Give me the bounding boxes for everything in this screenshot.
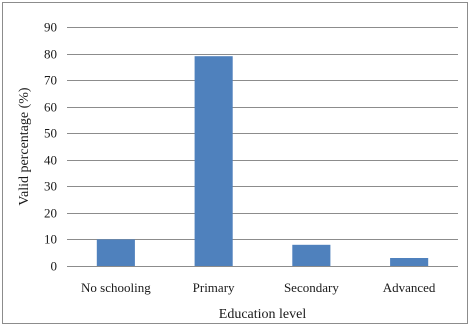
y-tick-label: 0 [51, 259, 58, 274]
y-tick-label: 60 [44, 100, 57, 115]
x-tick-label: Advanced [383, 280, 436, 295]
y-axis-title: Valid percentage (%) [17, 87, 32, 205]
x-tick-label: No schooling [81, 280, 151, 295]
bars [96, 56, 429, 267]
gridlines [67, 27, 458, 267]
y-tick-label: 90 [44, 20, 57, 35]
y-tick-label: 50 [44, 126, 57, 141]
chart-frame [2, 2, 468, 324]
y-tick-label: 70 [44, 73, 57, 88]
y-tick-label: 40 [44, 153, 57, 168]
y-tick-labels: 0 10 20 30 40 50 60 70 80 90 [44, 20, 57, 274]
x-tick-label: Primary [193, 280, 235, 295]
y-tick-label: 30 [44, 179, 57, 194]
bar [194, 56, 233, 267]
bar [292, 244, 331, 266]
bar [96, 239, 135, 266]
y-tick-label: 80 [44, 47, 57, 62]
x-tick-labels: No schooling Primary Secondary Advanced [81, 280, 436, 295]
y-tick-label: 10 [44, 232, 57, 247]
bar [390, 258, 429, 266]
x-tick-label: Secondary [284, 280, 339, 295]
y-tick-label: 20 [44, 206, 57, 221]
x-axis-title: Education level [219, 307, 307, 322]
